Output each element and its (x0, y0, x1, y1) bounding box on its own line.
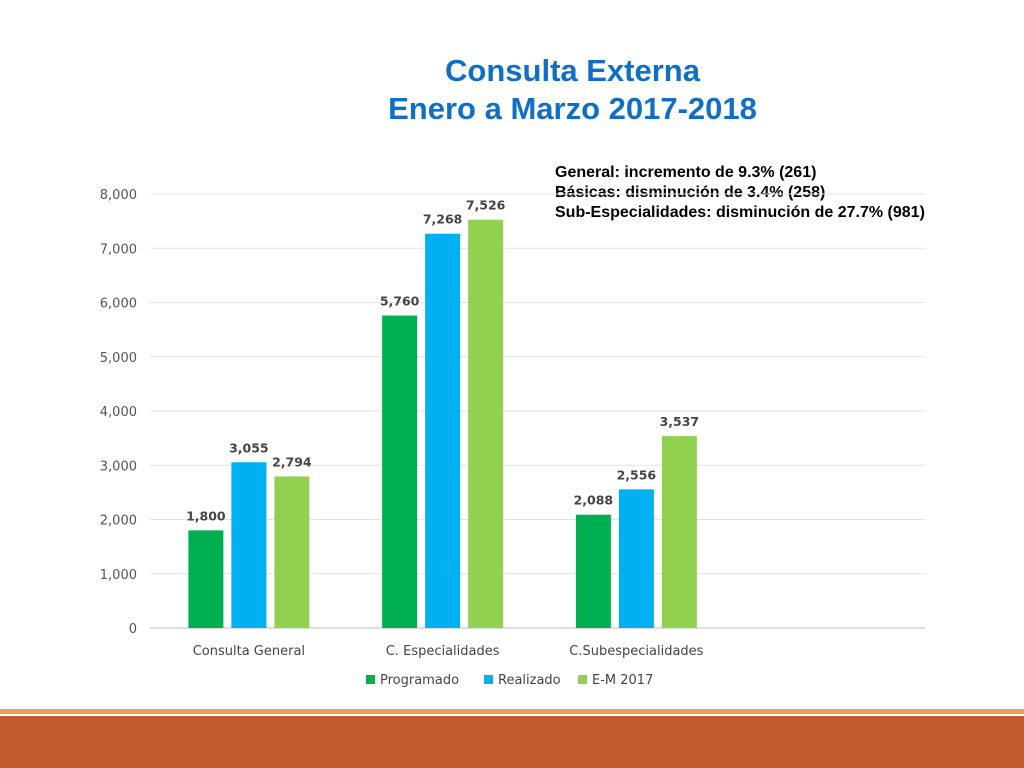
legend-label: Realizado (498, 673, 561, 688)
legend: Programado Realizado E-M 2017 (366, 673, 653, 688)
y-tick-label: 0 (129, 622, 137, 637)
y-tick-label: 5,000 (100, 351, 137, 366)
y-tick-label: 4,000 (100, 405, 137, 420)
title-line-1: Consulta Externa (445, 53, 700, 88)
footer-bar (0, 716, 1024, 768)
bar-programado (382, 315, 418, 628)
legend-swatch (578, 675, 587, 684)
bar-e-m-2017 (661, 436, 697, 628)
x-category-label: C. Especialidades (386, 644, 500, 659)
legend-label: Programado (380, 673, 459, 688)
note-general: General: incremento de 9.3% (261) (555, 164, 817, 181)
footer-accent-line (0, 709, 1024, 714)
x-category-label: C.Subespecialidades (569, 644, 703, 659)
legend-swatch (366, 675, 375, 684)
y-tick-label: 2,000 (100, 514, 137, 529)
data-label: 7,268 (423, 212, 463, 227)
note-basicas: Básicas: disminución de 3.4% (258) (555, 184, 826, 201)
data-label: 1,800 (186, 508, 226, 523)
y-tick-label: 3,000 (100, 459, 137, 474)
bar-realizado (231, 462, 267, 628)
y-tick-label: 7,000 (100, 242, 137, 257)
bar-e-m-2017 (274, 476, 310, 628)
legend-label: E-M 2017 (592, 673, 653, 688)
bar-realizado (425, 233, 461, 628)
bar-programado (575, 514, 611, 628)
y-tick-label: 1,000 (100, 568, 137, 583)
data-label: 7,526 (466, 198, 506, 213)
legend-swatch (484, 675, 493, 684)
y-axis-ticks: 0 1,000 2,000 3,000 4,000 5,000 6,000 7,000 8,00… (100, 188, 137, 637)
data-label: 2,088 (574, 493, 614, 508)
bar-realizado (618, 489, 654, 628)
data-label: 3,055 (229, 440, 269, 455)
bar-programado (188, 530, 224, 628)
data-label: 2,794 (272, 454, 312, 469)
x-category-label: Consulta General (193, 644, 305, 659)
note-subespecialidades: Sub-Especialidades: disminución de 27.7%… (555, 204, 925, 221)
data-label: 5,760 (380, 294, 420, 309)
y-tick-label: 8,000 (100, 188, 137, 203)
slide-title: Consulta Externa Enero a Marzo 2017-2018 (0, 52, 1024, 128)
y-tick-label: 6,000 (100, 297, 137, 312)
summary-notes: General: incremento de 9.3% (261) Básica… (555, 163, 925, 223)
x-axis-categories: Consulta General C. Especialidades C.Subes… (193, 644, 704, 659)
data-label: 2,556 (617, 467, 657, 482)
title-line-2: Enero a Marzo 2017-2018 (388, 91, 757, 126)
bar-e-m-2017 (468, 219, 504, 629)
data-label: 3,537 (660, 414, 700, 429)
bars (188, 219, 697, 629)
